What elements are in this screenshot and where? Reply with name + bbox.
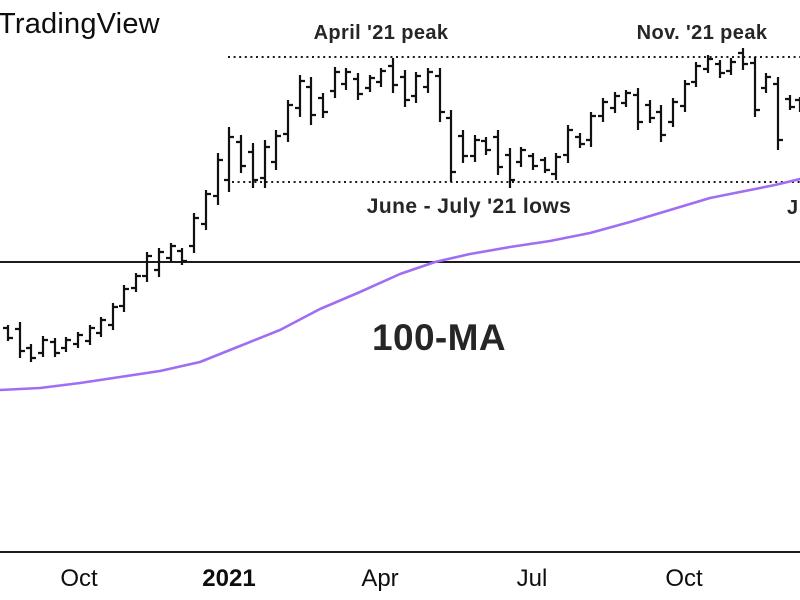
ohlc-bar (598, 98, 608, 122)
ohlc-bar (563, 125, 573, 163)
ohlc-bar (621, 90, 631, 107)
ohlc-bar (575, 133, 585, 148)
ohlc-bar (189, 213, 199, 253)
ohlc-bar (738, 48, 748, 70)
ohlc-bar (271, 130, 281, 170)
ohlc-bar (166, 243, 176, 262)
ohlc-bar (365, 75, 375, 92)
ohlc-bar (703, 55, 713, 73)
ohlc-bar (680, 80, 690, 112)
ohlc-bar (528, 153, 538, 170)
ohlc-bar (540, 157, 550, 173)
ohlc-bar (50, 338, 60, 357)
ohlc-bar (481, 137, 491, 155)
x-axis-label-oct: Oct (60, 565, 98, 592)
april-21-peak-label: April '21 peak (314, 22, 449, 44)
ohlc-bar (131, 273, 141, 292)
ohlc-bar (610, 92, 620, 113)
ohlc-bar (633, 88, 643, 130)
ohlc-bar (656, 105, 666, 142)
ohlc-bar (283, 100, 293, 142)
ohlc-bar (715, 60, 725, 78)
ohlc-bar (295, 75, 305, 117)
ohlc-bar (645, 100, 655, 123)
ohlc-bar (493, 130, 503, 175)
ohlc-bar (248, 143, 258, 188)
ma-label: 100-MA (372, 317, 506, 358)
ohlc-bar (353, 73, 363, 100)
ohlc-bar (435, 68, 445, 122)
ohlc-bars (3, 48, 800, 362)
ohlc-bar (236, 135, 246, 173)
ohlc-bar (142, 252, 152, 282)
x-axis-label-jul: Jul (517, 565, 548, 592)
ohlc-bar (411, 72, 421, 103)
ma-line (0, 177, 800, 392)
ohlc-bar (691, 62, 701, 87)
ohlc-bar (119, 285, 129, 312)
ohlc-bar (795, 97, 800, 112)
ohlc-bar (423, 68, 433, 93)
ohlc-bar (750, 57, 760, 117)
ohlc-bar (154, 248, 164, 277)
tradingview-logo[interactable]: TradingView (0, 8, 160, 40)
ohlc-bar (260, 140, 270, 188)
ohlc-bar (73, 332, 83, 348)
ohlc-bar (15, 322, 25, 358)
ohlc-bar (376, 68, 386, 87)
ohlc-bar (26, 344, 36, 362)
ohlc-bar (177, 248, 187, 265)
ohlc-bar (85, 325, 95, 345)
nov-21-peak-label: Nov. '21 peak (637, 22, 768, 44)
ohlc-bar (761, 73, 771, 93)
ohlc-bar (586, 112, 596, 147)
ohlc-bar (516, 147, 526, 167)
ohlc-bar (330, 67, 340, 98)
ohlc-bar (505, 148, 515, 188)
ohlc-bar (400, 70, 410, 107)
ohlc-bar (341, 68, 351, 90)
ohlc-bar (446, 110, 456, 182)
ohlc-bar (38, 336, 48, 357)
ohlc-bar (201, 190, 211, 230)
x-axis-label-oct: Oct (665, 565, 703, 592)
ohlc-bar (224, 127, 234, 192)
june-july-21-lows-label: June - July '21 lows (367, 195, 571, 218)
ohlc-bar (668, 98, 678, 127)
x-axis-label-apr: Apr (361, 565, 398, 592)
ohlc-bar (318, 93, 328, 118)
ohlc-bar (773, 77, 783, 150)
ohlc-bar (61, 337, 71, 352)
ohlc-bar (306, 77, 316, 125)
ohlc-bar (213, 153, 223, 205)
ohlc-bar (96, 317, 106, 337)
ohlc-bar (726, 58, 736, 75)
ohlc-bar (108, 303, 118, 330)
ohlc-bar (388, 58, 398, 93)
ohlc-bar (785, 95, 795, 110)
x-axis-label-2021: 2021 (202, 565, 255, 592)
ohlc-bar (551, 153, 561, 180)
ohlc-bar (458, 130, 468, 163)
ohlc-bar (470, 135, 480, 162)
ohlc-bar (3, 325, 13, 341)
clipped-right-label: J (787, 197, 799, 219)
